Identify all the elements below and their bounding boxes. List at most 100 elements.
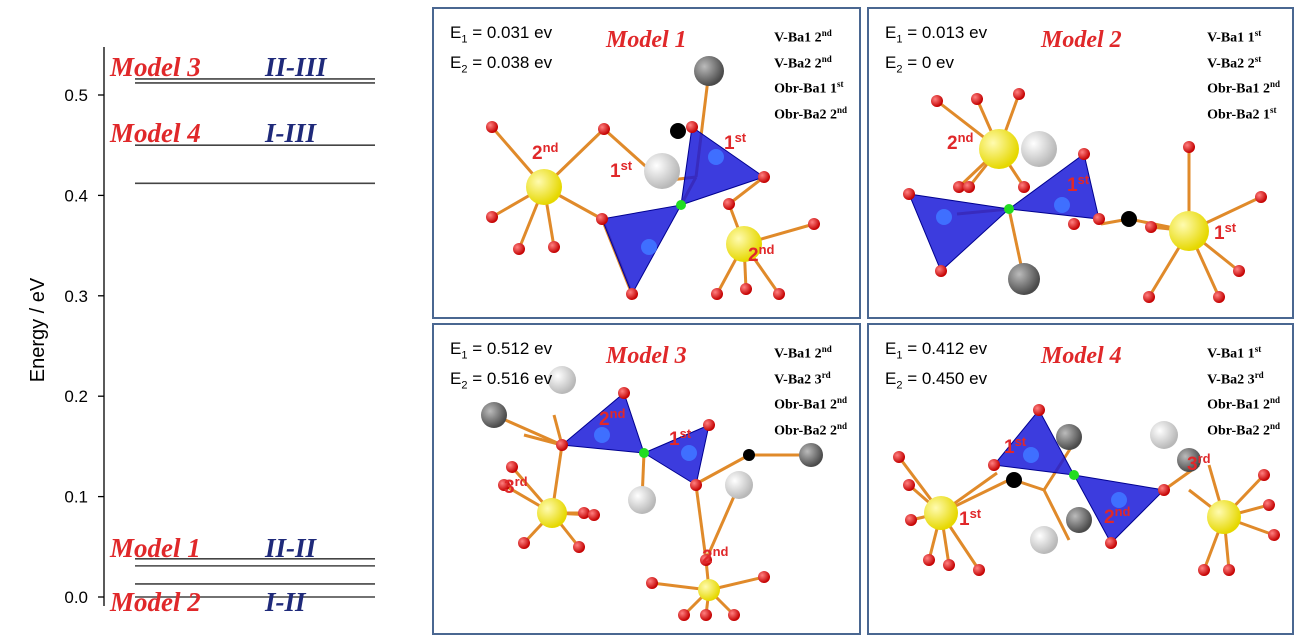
oxygen-atom xyxy=(903,188,915,200)
oxygen-atom xyxy=(1158,484,1170,496)
ba-shell-label: 1st xyxy=(1067,172,1090,196)
oxygen-atom xyxy=(1198,564,1210,576)
oxygen-atom xyxy=(1268,529,1280,541)
ba-shell-label: 1st xyxy=(669,426,692,450)
oxygen-atom xyxy=(1093,213,1105,225)
level-config-label: II-II xyxy=(264,533,318,563)
oxygen-atom xyxy=(626,288,638,300)
oxygen-atom xyxy=(686,121,698,133)
oxygen-atom xyxy=(556,439,568,451)
oxygen-atom xyxy=(506,461,518,473)
oxygen-atom xyxy=(598,123,610,135)
panel-title: Model 2 xyxy=(1041,27,1122,53)
level-config-label: II-III xyxy=(264,52,328,82)
ba-shell-label: 1st xyxy=(1004,434,1027,458)
panel-title: Model 1 xyxy=(606,27,687,53)
oxygen-atom xyxy=(518,537,530,549)
e2-value: 0.450 ev xyxy=(921,369,988,389)
oxygen-atom xyxy=(573,541,585,553)
oxygen-atom xyxy=(618,387,630,399)
vanadium-atom xyxy=(1111,492,1127,508)
oxygen-atom xyxy=(973,564,985,576)
vanadium-atom xyxy=(641,239,657,255)
oxygen-atom xyxy=(893,451,905,463)
oxygen-atom xyxy=(690,479,702,491)
vo4-tetrahedron xyxy=(908,193,1011,272)
bond-entry: V-Ba2 3rd xyxy=(1207,369,1264,388)
bond-stick xyxy=(728,175,765,206)
oxygen-atom xyxy=(1183,141,1195,153)
e1-value: 0.013 ev xyxy=(921,23,988,42)
oxygen-atom xyxy=(486,121,498,133)
oxygen-atom xyxy=(1213,291,1225,303)
bond-stick xyxy=(694,484,708,561)
oxygen-atom xyxy=(808,218,820,230)
ba-shell-label: 2nd xyxy=(532,140,559,164)
oxygen-atom xyxy=(971,93,983,105)
barium-atom xyxy=(1207,500,1241,534)
bond-entry: Obr-Ba1 2nd xyxy=(1207,79,1280,97)
barium-atom xyxy=(1169,211,1209,251)
oxygen-atom xyxy=(703,419,715,431)
vanadium-atom xyxy=(1023,447,1039,463)
barium-atom xyxy=(979,129,1019,169)
bond-entry: Obr-Ba1 1st xyxy=(774,79,844,97)
barium-atom xyxy=(726,226,762,262)
e2-value: 0.038 ev xyxy=(486,53,553,73)
oxygen-atom xyxy=(588,509,600,521)
bond-entry: V-Ba1 2nd xyxy=(774,28,832,46)
white-atom xyxy=(1030,526,1058,554)
oxygen-atom xyxy=(935,265,947,277)
black-atom xyxy=(743,449,755,461)
green-atom xyxy=(639,448,649,458)
ba-shell-label: 1st xyxy=(1214,220,1237,244)
green-atom xyxy=(1004,204,1014,214)
y-tick-label: 0.0 xyxy=(64,588,88,607)
oxygen-atom xyxy=(953,181,965,193)
vanadium-atom xyxy=(936,209,952,225)
barium-atom xyxy=(924,496,958,530)
vanadium-atom xyxy=(708,149,724,165)
level-config-label: I-III xyxy=(264,118,318,148)
ba-shell-label: 3rd xyxy=(504,474,528,498)
panel-title: Model 3 xyxy=(606,343,687,369)
y-tick-label: 0.2 xyxy=(64,387,88,406)
oxygen-atom xyxy=(1255,191,1267,203)
black-atom xyxy=(1121,211,1137,227)
barium-atom xyxy=(698,579,720,601)
oxygen-atom xyxy=(923,554,935,566)
bond-entry: V-Ba1 1st xyxy=(1207,344,1262,362)
black-atom xyxy=(670,123,686,139)
bond-entry: Obr-Ba2 2nd xyxy=(774,104,847,123)
energy-values: E1 = 0.412 ev E2 = 0.450 ev xyxy=(885,339,988,392)
bond-list: V-Ba1 2nd V-Ba2 2nd Obr-Ba1 1st Obr-Ba2 2nd xyxy=(774,23,847,126)
level-model-label: Model 2 xyxy=(109,587,201,617)
y-tick-label: 0.1 xyxy=(64,488,88,507)
oxygen-atom xyxy=(723,198,735,210)
bond-entry: V-Ba2 2st xyxy=(1207,53,1262,72)
oxygen-atom xyxy=(1258,469,1270,481)
vo4-tetrahedron xyxy=(560,392,645,454)
panel-title: Model 4 xyxy=(1041,343,1122,369)
molecule-structure: 2nd 1st 1st xyxy=(903,88,1267,303)
oxygen-atom xyxy=(1223,564,1235,576)
e1-value: 0.512 ev xyxy=(486,339,553,358)
white-atom xyxy=(644,153,680,189)
white-atom xyxy=(1021,131,1057,167)
ba-shell-label: 2nd xyxy=(702,544,729,568)
vo4-tetrahedron xyxy=(1007,153,1100,220)
ba-shell-label: 2nd xyxy=(599,406,626,430)
bond-list: V-Ba1 2nd V-Ba2 3rd Obr-Ba1 2nd Obr-Ba2 2nd xyxy=(774,339,847,442)
oxygen-atom xyxy=(728,609,740,621)
white-atom xyxy=(628,486,656,514)
ba-shell-label: 2nd xyxy=(748,242,775,266)
barium-atom xyxy=(537,498,567,528)
bond-entry: Obr-Ba2 2nd xyxy=(1207,420,1280,439)
bond-entry: V-Ba1 2nd xyxy=(774,344,832,362)
energy-level-chart: 0.0 0.1 0.2 0.3 0.4 0.5 Model 3 II-III Model 4 I… xyxy=(27,47,375,617)
black-atom xyxy=(1006,472,1022,488)
ba-shell-label: 2nd xyxy=(947,130,974,154)
bond-entry: Obr-Ba1 2nd xyxy=(1207,395,1280,413)
molecule-structure: 2nd 1st 1st 2nd xyxy=(486,56,820,300)
level-config-label: I-II xyxy=(264,587,307,617)
